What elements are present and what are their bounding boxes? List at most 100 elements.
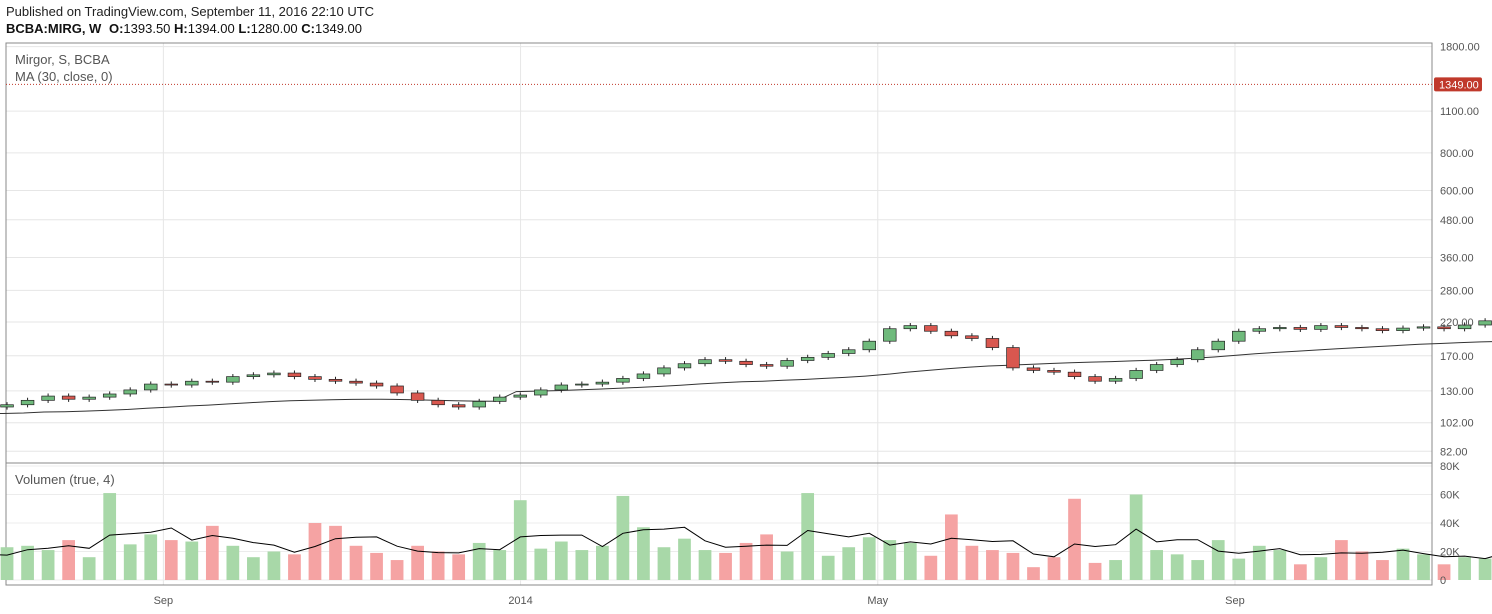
volume-tick-label: 20K [1440,547,1460,559]
candle-body [267,372,281,376]
volume-bar [883,540,897,580]
volume-bar [247,557,260,580]
open-value: 1393.50 [123,21,171,36]
candle-body [1314,325,1328,330]
candle-body [1273,327,1287,330]
volume-bar [596,545,609,580]
candle-body [308,376,322,380]
volume-bar [288,554,301,580]
volume-bar [780,551,794,580]
candle-body [1355,327,1369,330]
volume-bar [616,495,630,580]
volume-bar [657,547,671,580]
volume-bar [1109,560,1122,580]
volume-bar [1252,545,1266,580]
volume-bar [842,547,856,580]
volume-bar [1068,498,1081,580]
volume-bar [1355,551,1369,580]
price-ma-line [0,341,1492,415]
candle-body [369,382,384,387]
time-tick-label: Sep [1225,595,1245,607]
candle-body [1478,320,1492,326]
volume-bar [452,554,466,580]
candle-body [1067,371,1082,377]
candle-body [924,325,938,332]
volume-bar [1335,540,1348,580]
volume-bar [267,551,281,580]
candle-body [185,380,199,386]
candle-body [595,381,610,385]
candle-body [1108,378,1123,382]
low-value: 1280.00 [250,21,298,36]
volume-bar [534,548,548,580]
candle-body [1026,367,1041,371]
price-tick-label: 800.00 [1440,148,1474,160]
volume-bar [1088,562,1102,580]
candle-body [1416,326,1431,329]
candle-body [1334,325,1349,328]
candle-body [1170,359,1184,365]
published-caption: Published on TradingView.com, September … [6,4,375,19]
candle-body [431,399,445,406]
candle-body [1437,326,1451,330]
volume-bar [554,541,568,580]
candle-body [1006,347,1020,369]
volume-bar [390,560,404,580]
volume-bar [1129,494,1143,580]
low-label: L: [238,21,251,36]
price-tick-label: 1100.00 [1440,106,1479,118]
volume-bar [226,545,240,580]
volume-bar [1273,550,1287,580]
symbol-label: BCBA:MIRG, W [6,21,102,36]
price-tick-label: 220.00 [1440,317,1474,329]
volume-bar [411,545,424,580]
candle-body [780,360,794,367]
price-tick-label: 1800.00 [1440,42,1480,54]
candle-body [349,380,363,384]
volume-bar [349,545,363,580]
volume-bar [164,540,178,580]
candle-body [1149,364,1164,371]
last-price-badge: 1349.00 [1434,77,1482,92]
volume-bar [185,541,199,580]
price-tick-label: 280.00 [1440,285,1474,297]
candle-body [144,383,158,391]
volume-bar [205,525,219,580]
volume-ma-line [0,526,1492,560]
volume-bar [1232,558,1246,580]
volume-bar [1314,557,1328,580]
volume-bar [1170,554,1184,580]
close-label: C: [301,21,315,36]
volume-bar [1006,552,1020,580]
candle-body [739,360,753,365]
candle-body [800,356,815,361]
volume-bar [760,534,773,580]
volume-bar [739,542,753,580]
price-axis[interactable]: 1800.00 1100.00 800.00 600.00 480.00 360.00 28… [1440,42,1480,459]
volume-bar [903,542,917,580]
volume-bar [862,537,876,580]
open-label: O: [108,21,124,36]
volume-bar [472,542,486,580]
candle-body [1211,340,1225,351]
candle-body [1232,330,1246,342]
candle-body [1457,324,1472,330]
volume-bar [1417,554,1430,580]
volume-bar [1437,564,1451,580]
time-axis[interactable]: Sep2014MaySep2015MaySep2016MaySep2017May… [154,595,1492,607]
candle-body [328,379,343,382]
candle-body [616,378,630,383]
ohlc-legend: BCBA:MIRG, W O:1393.50 H:1394.00 L:1280.… [6,21,362,36]
candle-body [534,389,548,396]
volume-axis[interactable]: 80K 60K 40K 20K 0 [1440,461,1460,587]
volume-bar [1191,560,1205,580]
volume-bar [678,538,691,580]
volume-tick-label: 60K [1440,490,1460,502]
volume-bar [637,527,650,580]
volume-bar [82,557,96,580]
candle-body [287,372,302,377]
candle-body [1047,370,1061,373]
volume-bar [1478,558,1492,580]
price-tick-label: 480.00 [1440,215,1474,227]
